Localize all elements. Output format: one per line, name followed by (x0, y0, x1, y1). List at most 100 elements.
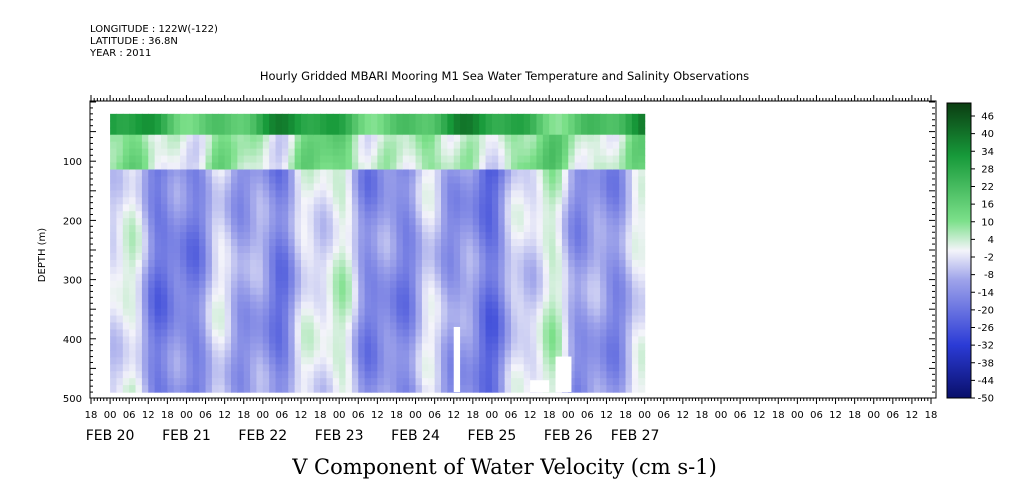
heat-cell (135, 329, 143, 338)
heat-cell (339, 322, 347, 331)
heat-cell (523, 329, 531, 338)
heat-cell (606, 378, 614, 386)
heat-cell (224, 357, 232, 365)
heat-cell (301, 385, 308, 393)
y-axis-title: DEPTH (m) (37, 228, 48, 282)
heat-cell (186, 350, 194, 358)
heat-cell (294, 301, 302, 310)
x-date-label: FEB 26 (544, 428, 593, 444)
heat-cell (269, 239, 277, 247)
heat-cell (619, 329, 627, 338)
heat-cell (218, 273, 226, 282)
heat-cell (320, 322, 328, 331)
heat-cell (485, 336, 493, 344)
heat-cell (428, 239, 436, 247)
heat-cell (275, 336, 283, 344)
heat-cell (351, 329, 359, 338)
heat-cell (173, 378, 181, 386)
heat-cell (199, 315, 207, 324)
heat-cell (218, 239, 226, 247)
x-tick-label: 00 (256, 410, 269, 421)
heat-cell (154, 197, 162, 205)
heat-cell (619, 322, 627, 331)
heat-cell (199, 204, 207, 212)
heat-cell (625, 162, 633, 171)
heat-cell (339, 141, 347, 150)
heat-cell (472, 273, 480, 282)
heat-cell (320, 211, 328, 219)
heat-cell (377, 329, 385, 338)
heat-cell (262, 218, 270, 226)
heat-cell (415, 190, 423, 198)
heat-cell (364, 155, 372, 164)
heat-cell (498, 148, 506, 157)
heat-cell (218, 259, 226, 268)
heat-cell (587, 155, 595, 164)
heat-cell (358, 183, 366, 191)
heat-cell (116, 266, 124, 275)
heat-cell (173, 155, 181, 164)
heat-cell (568, 134, 576, 143)
heat-cell (434, 176, 442, 184)
y-tick-label: 100 (63, 157, 82, 168)
heat-cell (122, 301, 130, 310)
heat-cell (199, 246, 207, 254)
heat-cell (211, 211, 219, 219)
heat-cell (390, 225, 398, 233)
heat-cell (351, 252, 359, 261)
heat-cell (148, 113, 156, 122)
heat-cell (237, 378, 245, 386)
heat-cell (574, 211, 582, 219)
heat-cell (371, 232, 378, 240)
heat-cell (345, 315, 353, 324)
heat-cell (447, 176, 455, 184)
heat-cell (638, 329, 646, 338)
heat-cell (530, 308, 538, 317)
heat-cell (129, 385, 137, 393)
heat-cell (574, 176, 582, 184)
heat-cell (256, 301, 264, 310)
heat-cell (491, 239, 499, 247)
heat-cell (421, 252, 429, 261)
heat-cell (581, 322, 588, 331)
heat-cell (530, 120, 538, 129)
heat-cell (224, 134, 232, 143)
heat-cell (606, 252, 614, 261)
heat-cell (447, 266, 455, 275)
heat-cell (351, 120, 359, 129)
heat-cell (288, 266, 296, 275)
heat-cell (441, 336, 448, 344)
heat-cell (415, 225, 423, 233)
heat-cell (192, 120, 200, 129)
heat-cell (180, 322, 188, 331)
heat-cell (218, 155, 226, 164)
heat-cell (447, 232, 455, 240)
heat-cell (141, 294, 149, 303)
heat-cell (186, 294, 194, 303)
x-tick-label: 06 (581, 410, 594, 421)
heat-cell (256, 315, 264, 324)
heat-cell (141, 259, 149, 268)
heat-cell (135, 204, 143, 212)
heat-cell (587, 225, 595, 233)
heat-cell (396, 169, 404, 178)
heat-cell (326, 148, 334, 157)
heat-cell (536, 127, 544, 136)
heat-cell (377, 155, 385, 164)
heat-cell (224, 239, 232, 247)
heat-cell (472, 239, 480, 247)
heat-cell (332, 155, 340, 164)
heat-cell (530, 329, 538, 338)
heat-cell (606, 155, 614, 164)
heat-cell (638, 225, 646, 233)
heat-cell (574, 385, 582, 393)
heat-cell (460, 113, 468, 122)
heat-cell (243, 183, 251, 191)
heat-cell (511, 364, 518, 372)
heat-cell (383, 190, 391, 198)
heat-cell (485, 120, 493, 129)
heat-cell (250, 273, 258, 282)
heat-cell (231, 113, 238, 122)
heat-cell (428, 141, 436, 150)
heat-cell (364, 252, 372, 261)
